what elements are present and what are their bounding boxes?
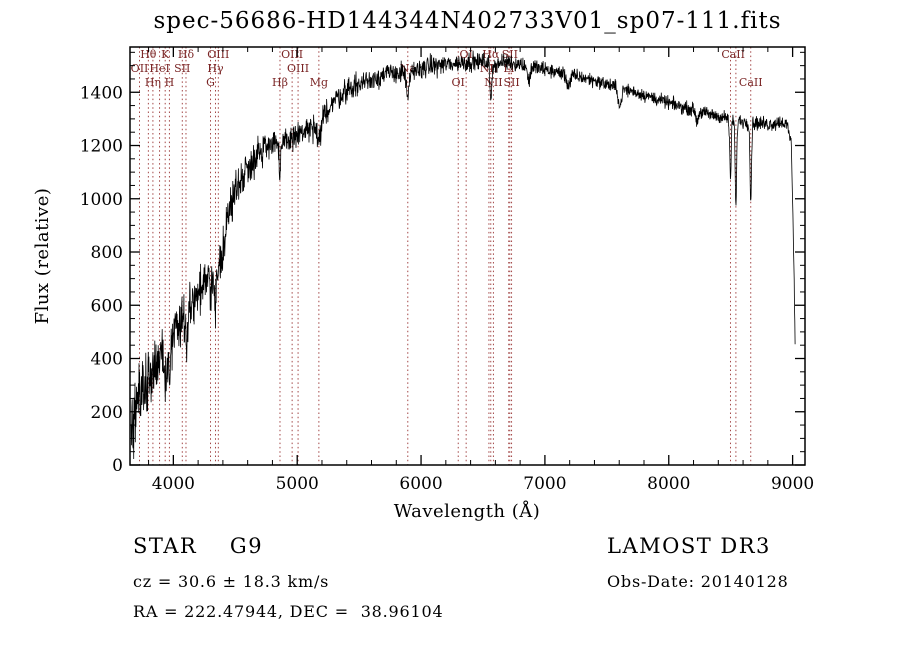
spectral-line-label: Hθ: [140, 48, 157, 61]
spectral-line-markers: [139, 47, 752, 465]
y-tick-label: 400: [91, 350, 123, 370]
spectral-line-label: Hγ: [207, 62, 224, 75]
spectrum-curve-group: [130, 50, 796, 460]
axis-tick-labels: 4000 5000 6000 7000 8000 9000 0 200 400 600 800 100…: [80, 83, 815, 494]
spectral-line-label: NII: [484, 76, 502, 89]
spectral-line-label: Hα: [482, 48, 500, 61]
spectral-line-label: OI: [452, 76, 465, 89]
spectral-line-label: Mg: [310, 76, 328, 89]
x-tick-label: 6000: [399, 474, 442, 494]
spectral-line-label: Hη: [145, 76, 161, 89]
spectral-line-label: CaII: [721, 48, 745, 61]
coordinates: RA = 222.47944, DEC = 38.96104: [133, 602, 444, 621]
x-axis-label: Wavelength (Å): [394, 500, 541, 522]
x-tick-label: 4000: [152, 474, 195, 494]
survey-name: LAMOST DR3: [607, 534, 771, 558]
x-tick-label: 7000: [523, 474, 566, 494]
y-tick-label: 1000: [80, 190, 123, 210]
axis-ticks: [130, 47, 805, 466]
spectral-line-label: OIII: [287, 62, 309, 75]
y-tick-label: 800: [91, 243, 123, 263]
spectral-line-label: H: [165, 76, 175, 89]
spectral-line-label: K: [161, 48, 170, 61]
spectral-line-label: OIII: [281, 48, 303, 61]
spectral-line-label: CaII: [739, 76, 763, 89]
spectral-line-label: SII: [502, 48, 518, 61]
cz-value: cz = 30.6 ± 18.3 km/s: [133, 572, 330, 591]
spectral-line-label: SII: [503, 76, 519, 89]
y-tick-label: 1200: [80, 137, 123, 157]
spectrum-curve: [130, 50, 796, 460]
spectral-line-label: G: [206, 76, 215, 89]
spectral-line-label: HeI: [149, 62, 169, 75]
spectral-line-label: OIII: [207, 48, 229, 61]
spectral-line-label: Hδ: [178, 48, 195, 61]
x-tick-label: 5000: [276, 474, 319, 494]
x-tick-label: 8000: [647, 474, 690, 494]
spectral-line-label: Hβ: [272, 76, 288, 89]
spectral-line-label: SII: [174, 62, 190, 75]
y-tick-label: 0: [112, 456, 123, 476]
y-tick-label: 1400: [80, 83, 123, 103]
obs-date: Obs-Date: 20140128: [607, 572, 789, 591]
y-tick-label: 200: [91, 403, 123, 423]
x-tick-label: 9000: [771, 474, 814, 494]
plot-title: spec-56686-HD144344N402733V01_sp07-111.f…: [153, 8, 782, 34]
plot-frame: [129, 46, 806, 466]
y-axis-label: Flux (relative): [32, 188, 53, 325]
object-class: STAR G9: [133, 534, 264, 558]
spectral-line-label: OII: [131, 62, 149, 75]
spectral-line-label: Li: [503, 62, 514, 75]
y-tick-label: 600: [91, 296, 123, 316]
